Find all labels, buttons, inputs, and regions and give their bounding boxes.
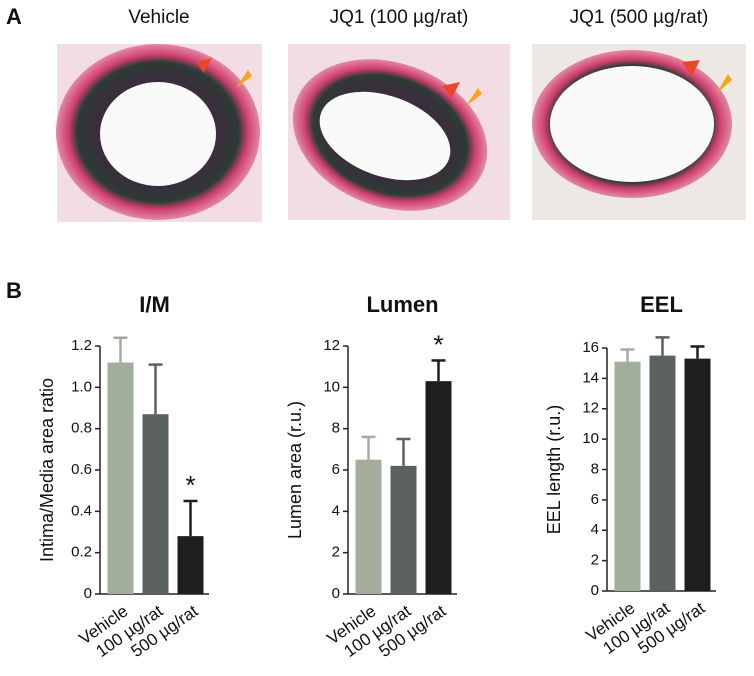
panel-label: B: [6, 278, 22, 303]
y-tick-label: 0.2: [71, 544, 92, 561]
arrow: [716, 74, 732, 94]
lumen: [550, 66, 714, 182]
y-axis-label: Lumen area (r.u.): [285, 401, 305, 539]
y-tick-label: 12: [323, 337, 340, 354]
significance-mark: *: [185, 470, 195, 500]
y-tick-label: 10: [582, 430, 599, 447]
y-tick-label: 0: [84, 585, 92, 602]
bar: [684, 358, 711, 591]
y-tick-label: 8: [591, 460, 599, 477]
y-tick-label: 14: [582, 369, 599, 386]
image-title: Vehicle: [128, 7, 189, 28]
y-tick-label: 10: [323, 378, 340, 395]
bar: [142, 414, 169, 594]
chart-title: Lumen: [366, 292, 438, 317]
bar: [425, 381, 452, 594]
image-title: JQ1 (500 µg/rat): [570, 7, 709, 28]
y-axis-label: EEL length (r.u.): [544, 405, 564, 534]
y-tick-label: 8: [332, 420, 340, 437]
lumen: [319, 91, 451, 181]
y-tick-label: 6: [591, 491, 599, 508]
arrowhead: [682, 60, 700, 76]
arrow: [236, 70, 252, 88]
bar: [649, 355, 676, 591]
bar: [355, 459, 382, 594]
chart-title: EEL: [640, 292, 683, 317]
y-tick-label: 0.8: [71, 420, 92, 437]
y-tick-label: 4: [591, 521, 599, 538]
histology-images: [56, 44, 746, 222]
y-tick-label: 0: [591, 582, 599, 599]
significance-mark: *: [433, 329, 443, 359]
arrowhead: [196, 58, 212, 73]
y-tick-label: 2: [591, 552, 599, 569]
y-tick-label: 12: [582, 400, 599, 417]
y-tick-label: 0: [332, 585, 340, 602]
y-tick-label: 0.4: [71, 502, 92, 519]
y-tick-label: 1.2: [71, 337, 92, 354]
chart-title: I/M: [139, 292, 170, 317]
y-tick-label: 1.0: [71, 378, 92, 395]
y-tick-label: 16: [582, 339, 599, 356]
y-axis-label: Intima/Media area ratio: [37, 378, 57, 562]
y-tick-label: 0.6: [71, 461, 92, 478]
image-title: JQ1 (100 µg/rat): [330, 7, 469, 28]
arrow: [466, 88, 482, 106]
panel-label: A: [6, 4, 22, 29]
bar: [390, 465, 417, 594]
bar: [177, 536, 204, 594]
y-tick-label: 2: [332, 544, 340, 561]
arrowhead: [442, 82, 460, 98]
y-tick-label: 6: [332, 461, 340, 478]
bar: [614, 361, 641, 591]
y-tick-label: 4: [332, 502, 340, 519]
bar: [107, 362, 134, 594]
lumen: [100, 82, 216, 186]
